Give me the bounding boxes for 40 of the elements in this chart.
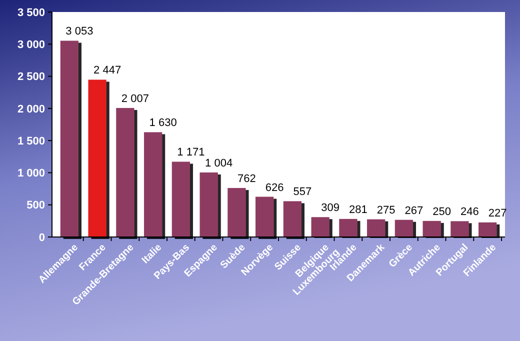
data-label: 762: [238, 173, 256, 186]
bar: [394, 220, 414, 237]
bar: [116, 108, 134, 237]
data-label: 250: [432, 206, 452, 218]
bar: [311, 217, 330, 237]
bar: [144, 132, 162, 237]
bar: [450, 221, 469, 237]
y-tick-label: 2 500: [17, 71, 45, 84]
data-label: 227: [488, 207, 507, 220]
bar: [256, 196, 274, 237]
bar: [88, 80, 106, 237]
data-label: 2 007: [121, 92, 149, 105]
y-tick-label: 3 000: [17, 38, 45, 51]
bar: [478, 222, 497, 237]
bar: [283, 201, 302, 237]
data-label: 2 447: [94, 64, 122, 77]
data-label: 309: [321, 202, 340, 214]
y-tick-label: 0: [38, 232, 45, 244]
y-tick-label: 1 500: [17, 135, 45, 148]
data-label: 281: [349, 204, 368, 216]
bar: [367, 219, 386, 237]
y-tick-label: 2 000: [17, 103, 45, 116]
data-label: 1 630: [149, 117, 177, 130]
bar: [172, 162, 190, 237]
y-tick-label: 3 500: [17, 6, 45, 19]
data-label: 3 053: [66, 26, 94, 38]
bar: [339, 218, 358, 237]
data-label: 1 171: [177, 146, 205, 159]
data-label: 557: [293, 186, 312, 198]
data-label: 246: [460, 206, 479, 218]
data-label: 626: [265, 182, 284, 194]
y-tick-label: 1 000: [17, 168, 45, 180]
data-label: 1 004: [205, 157, 233, 170]
bar: [200, 172, 218, 237]
data-label: 267: [404, 204, 424, 217]
bar: [228, 188, 246, 237]
y-tick-label: 500: [26, 200, 45, 212]
data-label: 275: [376, 204, 396, 216]
bar: [422, 220, 441, 237]
bar: [60, 40, 78, 237]
